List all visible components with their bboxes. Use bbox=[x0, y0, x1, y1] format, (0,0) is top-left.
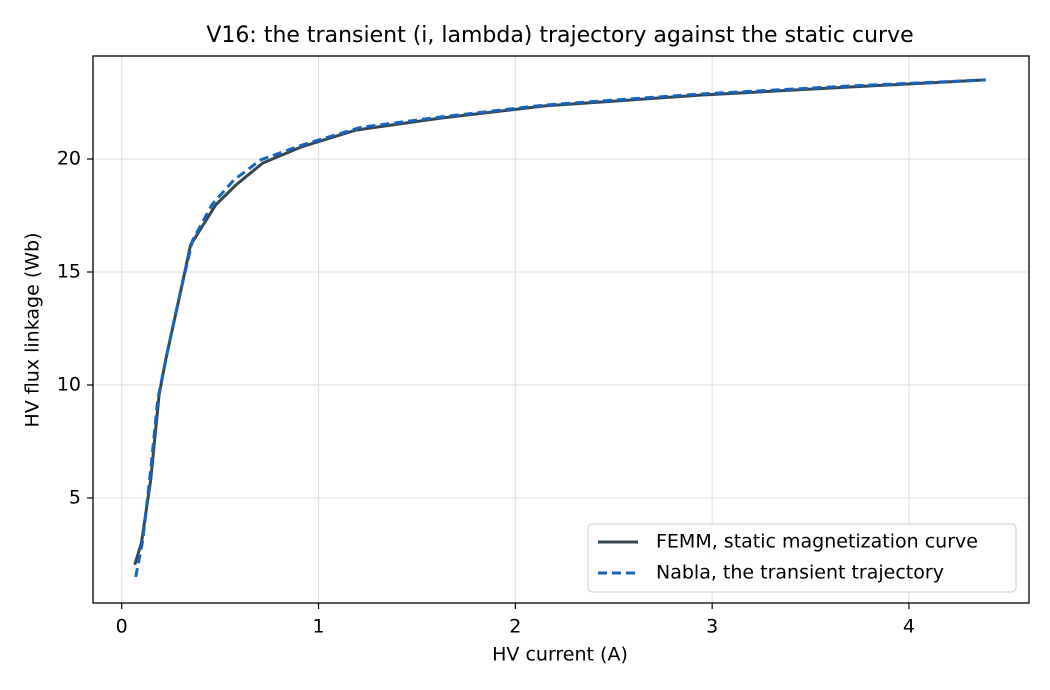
x-tick-label: 3 bbox=[706, 616, 718, 638]
grid bbox=[93, 56, 1029, 603]
y-tick-label: 5 bbox=[69, 486, 81, 508]
chart-title: V16: the transient (i, lambda) trajector… bbox=[206, 23, 913, 48]
series-line bbox=[134, 78, 986, 578]
x-tick-label: 1 bbox=[312, 616, 324, 638]
x-tick-label: 4 bbox=[903, 616, 915, 638]
y-axis-label: HV flux linkage (Wb) bbox=[22, 233, 44, 428]
legend-label: FEMM, static magnetization curve bbox=[656, 531, 978, 553]
y-tick-label: 10 bbox=[57, 373, 81, 395]
legend: FEMM, static magnetization curve Nabla, t… bbox=[587, 523, 1017, 593]
x-axis-label: HV current (A) bbox=[492, 644, 628, 666]
y-tick-label: 20 bbox=[57, 148, 81, 170]
plot-lines bbox=[133, 78, 986, 578]
plot-frame bbox=[92, 55, 1030, 604]
x-tick-label: 0 bbox=[116, 616, 128, 638]
x-tick-label: 2 bbox=[509, 616, 521, 638]
legend-box bbox=[587, 523, 1017, 593]
y-tick-label: 15 bbox=[57, 260, 81, 282]
legend-label: Nabla, the transient trajectory bbox=[656, 562, 944, 584]
